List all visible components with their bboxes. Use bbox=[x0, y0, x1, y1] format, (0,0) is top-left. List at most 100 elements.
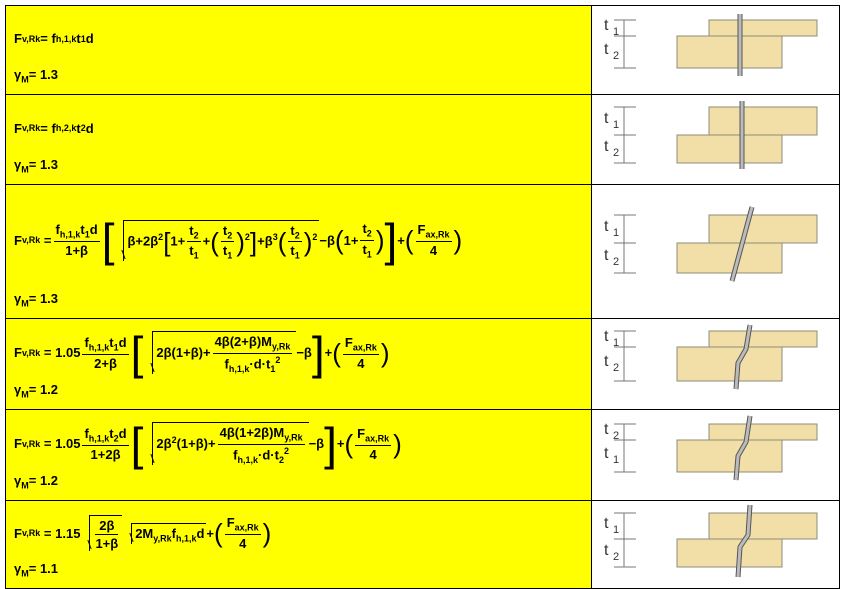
formula-part: γM= 1.3 bbox=[14, 67, 585, 85]
formula-part: 4β(2+β)My,Rk fh,1,k·d·t12 bbox=[212, 334, 293, 374]
formula-token: ) bbox=[303, 226, 313, 257]
formula-token: v,Rk bbox=[21, 347, 41, 358]
board bbox=[708, 214, 818, 244]
formula-token: ] bbox=[384, 214, 398, 267]
dimension-label: 1 bbox=[613, 119, 619, 131]
formula-token: y,Rk bbox=[284, 433, 303, 444]
formula-token: F bbox=[14, 345, 22, 361]
formula-token: t bbox=[189, 243, 194, 259]
board bbox=[708, 106, 818, 136]
formula-part: fh,1,kt2d 1+2β bbox=[82, 426, 129, 462]
formula-part: Fax,Rk 4 bbox=[342, 335, 379, 371]
formula-token: F bbox=[14, 232, 22, 248]
formula-part: fh,1,kt1d bbox=[53, 222, 100, 242]
dimension-label: 2 bbox=[613, 147, 619, 159]
formula-part: 4β(2+β)My,Rk bbox=[212, 334, 293, 355]
dimension-label: t bbox=[604, 138, 609, 155]
formula-token: ) bbox=[262, 518, 272, 549]
formula-token: 2M bbox=[135, 525, 154, 541]
formula-part: Fax,Rk 4 bbox=[415, 222, 452, 258]
formula-part: t2 bbox=[187, 223, 201, 243]
formula-token: = bbox=[43, 232, 52, 248]
formula-token: 2β bbox=[99, 518, 115, 534]
formula-token: y,Rk bbox=[271, 342, 291, 353]
formula-part: γM= 1.1 bbox=[14, 561, 585, 579]
fastener bbox=[734, 324, 752, 390]
formula-part: 2β bbox=[95, 518, 119, 536]
partial-factor-token: γ bbox=[14, 473, 22, 489]
formula-token: t bbox=[290, 243, 295, 259]
formula-token: ax,Rk bbox=[234, 523, 259, 533]
dimension-label: t bbox=[604, 110, 609, 127]
dimension-label: 2 bbox=[613, 551, 619, 563]
formula-token: t bbox=[362, 221, 367, 237]
formula-part: γM= 1.3 bbox=[14, 157, 585, 175]
formula-token: ax,Rk bbox=[352, 342, 377, 353]
board bbox=[708, 330, 818, 348]
formula-part: Fax,Rk bbox=[224, 515, 261, 535]
formula-token: d bbox=[196, 525, 205, 541]
formula-part: 2My,Rkfh,1,kd bbox=[131, 522, 207, 544]
formula-token: ] bbox=[311, 326, 325, 379]
formula-token: 1 bbox=[113, 342, 119, 353]
formula-part: 2β2(1+β)+ 4β(1+2β)My,Rk fh,1,k·d·t22 bbox=[152, 422, 309, 465]
board bbox=[676, 134, 783, 164]
formula-token: h,1,k bbox=[88, 342, 110, 353]
formula-part: fh,1,kt1d 1+β bbox=[53, 222, 100, 258]
formula-part: 2β 1+β bbox=[89, 515, 123, 552]
formula-token: ] bbox=[249, 226, 258, 257]
formula-token: d bbox=[85, 120, 94, 136]
formula-part: 1+β bbox=[95, 535, 118, 551]
formula-token: h,1,k bbox=[55, 33, 77, 44]
formula-token: F bbox=[417, 222, 426, 238]
board bbox=[676, 35, 783, 69]
formula-part: 2β 1+β bbox=[95, 518, 119, 551]
formula-token: 2 bbox=[283, 446, 289, 457]
formula-part: t2 t1 bbox=[360, 221, 374, 259]
dimension-label: 1 bbox=[613, 454, 619, 466]
formula-token: ( bbox=[334, 225, 344, 256]
formula-part: t2 bbox=[288, 222, 302, 243]
formula-token: t bbox=[362, 241, 367, 257]
formula-token: F bbox=[14, 31, 22, 47]
formula-token: 1 bbox=[227, 250, 233, 261]
formula-token: 2 bbox=[193, 230, 199, 241]
formula-token: +β bbox=[257, 233, 273, 249]
formula-part: Fax,Rk bbox=[415, 222, 452, 242]
formula-token: 1 bbox=[270, 363, 276, 374]
formula-part: 4β(1+2β)My,Rk bbox=[217, 425, 305, 446]
formula-token: h,1,k bbox=[237, 454, 259, 465]
formula-token: + bbox=[336, 436, 345, 452]
board bbox=[708, 423, 818, 441]
formula-token: = 1.15 bbox=[43, 525, 81, 541]
formula-token: v,Rk bbox=[21, 33, 41, 44]
formula-part: 4 bbox=[225, 535, 261, 551]
formula-part: γM= 1.2 bbox=[14, 382, 585, 400]
formula-token: t bbox=[290, 222, 295, 238]
dimension-label: t bbox=[604, 41, 609, 58]
partial-factor-token: = 1.3 bbox=[28, 67, 59, 83]
formula-token: 2 bbox=[158, 231, 164, 242]
formula-part: γM= 1.2 bbox=[14, 473, 585, 491]
formula-token: F bbox=[357, 425, 366, 441]
formula-part: t2 t1 bbox=[187, 223, 201, 261]
formula-token: 1+β bbox=[65, 243, 88, 258]
board bbox=[676, 242, 783, 274]
formula-token: 2β(1+β)+ bbox=[156, 345, 211, 361]
formula-part: t1 bbox=[221, 242, 234, 261]
